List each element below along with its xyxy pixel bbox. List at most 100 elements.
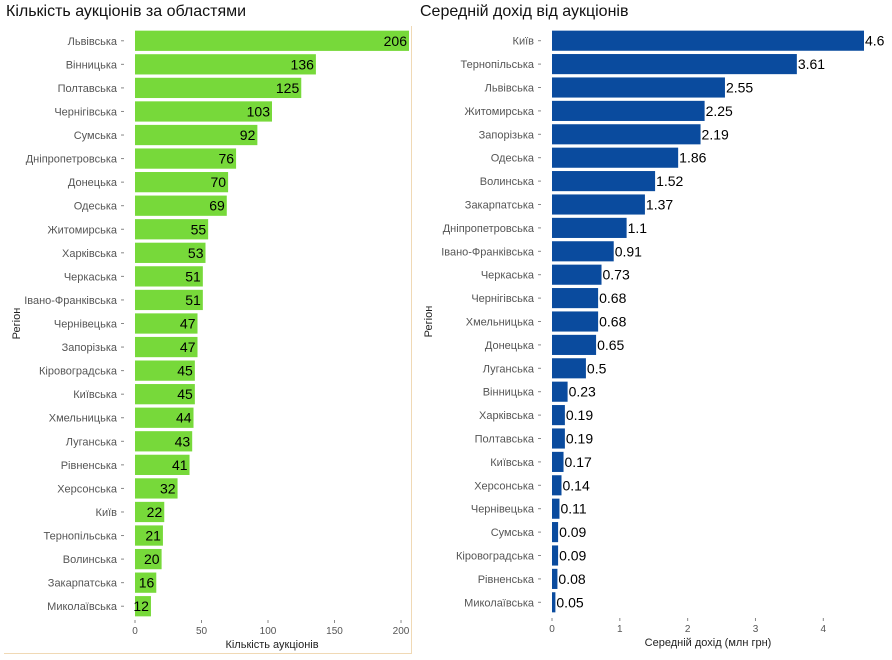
bar xyxy=(552,498,560,519)
data-label: 1.86 xyxy=(679,150,706,166)
x-tick-label: 2 xyxy=(685,624,691,635)
auction-count-chart-panel: Кількість аукціонів за областями Львівсь… xyxy=(0,0,414,660)
data-label: 76 xyxy=(219,151,235,167)
y-tick-label: Чернігівська xyxy=(54,106,118,118)
y-tick-label: Тернопільська xyxy=(461,59,535,71)
y-tick-label: Житомирська xyxy=(464,106,534,118)
y-tick-label: Тернопільська xyxy=(44,531,118,543)
y-tick-label: Хмельницька xyxy=(466,317,535,329)
y-tick-label: Кіровоградська xyxy=(39,366,118,378)
bar xyxy=(552,568,558,589)
bar xyxy=(552,334,597,355)
x-tick-label: 50 xyxy=(196,626,208,637)
chart-title: Середній дохід від аукціонів xyxy=(420,3,629,20)
bar xyxy=(552,77,725,98)
x-tick-label: 0 xyxy=(132,626,138,637)
y-tick-label: Запорізька xyxy=(62,342,118,354)
data-label: 1.1 xyxy=(628,220,648,236)
bar xyxy=(552,545,559,566)
y-tick-label: Миколаївська xyxy=(464,597,535,609)
y-tick-label: Одеська xyxy=(491,153,535,165)
data-label: 4.6 xyxy=(865,33,885,49)
bar xyxy=(552,405,565,426)
y-tick-label: Полтавська xyxy=(475,434,535,446)
data-label: 53 xyxy=(188,245,204,261)
y-tick-label: Рівненська xyxy=(478,574,535,586)
y-tick-label: Івано-Франківська xyxy=(24,295,118,307)
data-label: 45 xyxy=(177,386,193,402)
x-tick-label: 1 xyxy=(617,624,623,635)
data-label: 44 xyxy=(176,410,192,426)
data-label: 0.19 xyxy=(566,407,593,423)
x-axis-title: Кількість аукціонів xyxy=(225,639,318,651)
bar xyxy=(135,219,209,240)
x-tick-label: 150 xyxy=(326,626,343,637)
y-tick-label: Київська xyxy=(490,457,535,469)
data-label: 0.5 xyxy=(587,360,607,376)
y-tick-label: Сумська xyxy=(74,130,118,142)
y-tick-label: Хмельницька xyxy=(49,413,118,425)
bar xyxy=(135,30,409,51)
bar xyxy=(552,264,602,285)
y-tick-label: Івано-Франківська xyxy=(441,246,535,258)
y-tick-label: Полтавська xyxy=(58,83,118,95)
y-tick-label: Чернігівська xyxy=(471,293,535,305)
y-tick-label: Волинська xyxy=(63,554,118,566)
data-label: 55 xyxy=(191,221,207,237)
y-tick-label: Чернівецька xyxy=(54,319,118,331)
bar xyxy=(135,336,198,358)
data-label: 22 xyxy=(147,504,163,520)
x-tick-label: 0 xyxy=(549,624,555,635)
y-axis-title: Регіон xyxy=(11,308,23,340)
y-tick-label: Київська xyxy=(73,389,118,401)
bar xyxy=(552,381,568,402)
data-label: 2.55 xyxy=(726,80,753,96)
data-label: 0.17 xyxy=(565,454,592,470)
bar xyxy=(552,475,562,496)
data-label: 0.68 xyxy=(599,290,626,306)
data-label: 0.11 xyxy=(560,501,586,517)
bar xyxy=(135,384,195,405)
data-label: 0.68 xyxy=(599,314,626,330)
bar xyxy=(135,172,229,193)
data-label: 206 xyxy=(384,33,408,49)
y-tick-label: Донецька xyxy=(485,340,535,352)
bar xyxy=(552,194,645,215)
bar xyxy=(552,592,556,613)
y-tick-label: Херсонська xyxy=(57,483,118,495)
x-tick-label: 3 xyxy=(753,624,759,635)
data-label: 0.73 xyxy=(603,267,630,283)
y-tick-label: Черкаська xyxy=(481,270,535,282)
bar xyxy=(135,525,163,546)
y-tick-label: Волинська xyxy=(480,176,535,188)
y-tick-label: Львівська xyxy=(485,83,535,95)
bar xyxy=(135,266,203,287)
data-label: 92 xyxy=(240,127,256,143)
bar xyxy=(552,428,565,449)
data-label: 47 xyxy=(180,339,196,355)
y-tick-label: Кіровоградська xyxy=(456,551,535,563)
bar xyxy=(135,407,194,428)
data-label: 0.09 xyxy=(559,524,586,540)
bar xyxy=(135,478,178,499)
y-tick-label: Чернівецька xyxy=(471,504,535,516)
y-tick-label: Львівська xyxy=(68,36,118,48)
y-tick-label: Харківська xyxy=(479,410,535,422)
data-label: 103 xyxy=(247,103,271,119)
y-tick-label: Харківська xyxy=(62,248,118,260)
y-tick-label: Луганська xyxy=(66,436,118,448)
y-tick-label: Сумська xyxy=(491,527,535,539)
bar xyxy=(552,124,701,145)
bar xyxy=(135,431,193,452)
data-label: 51 xyxy=(185,292,201,308)
data-label: 69 xyxy=(209,198,225,214)
data-label: 0.65 xyxy=(597,337,624,353)
y-tick-label: Дніпропетровська xyxy=(26,154,118,166)
auction-count-bar-chart: Львівська 206 Вінницька 136 Полтавська 125 Чер… xyxy=(11,30,410,651)
bar xyxy=(135,501,165,523)
average-income-chart-panel: Середній дохід від аукціонів Київ 4.6 Терн… xyxy=(414,0,892,660)
y-axis-title: Регіон xyxy=(423,306,435,338)
x-tick-label: 4 xyxy=(821,624,827,635)
data-label: 21 xyxy=(145,528,161,544)
data-label: 1.52 xyxy=(656,173,683,189)
